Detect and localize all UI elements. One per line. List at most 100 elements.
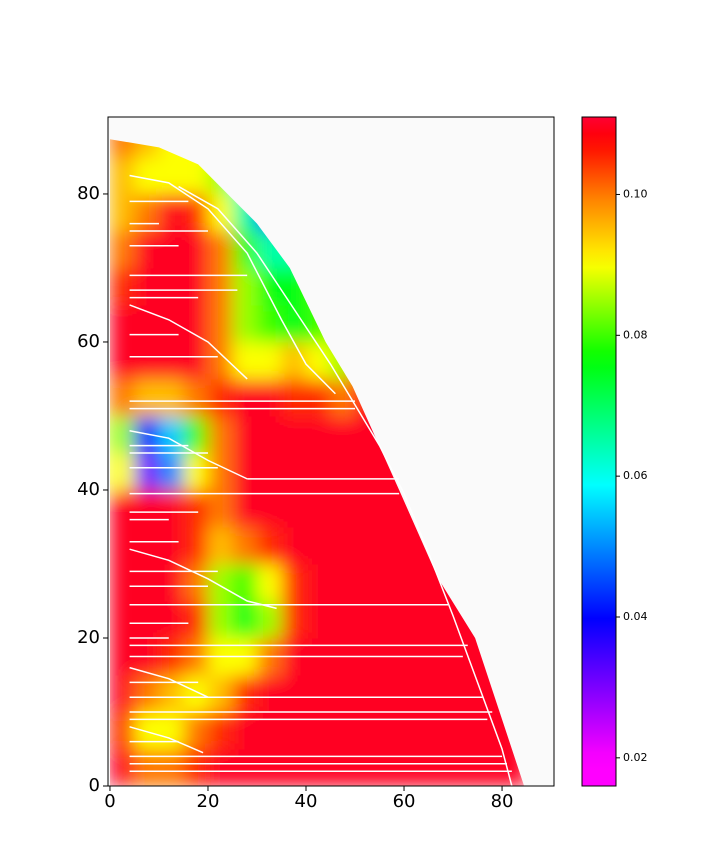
x-tick-label: 80 [491, 791, 514, 812]
heatmap-cell [207, 674, 233, 713]
heatmap-cell [207, 526, 233, 565]
heatmap-cell [256, 304, 282, 343]
x-tick-label: 0 [104, 791, 115, 812]
heatmap-cell [183, 230, 209, 269]
heatmap-cell [134, 674, 160, 713]
heatmap-cell [109, 267, 135, 306]
heatmap-cell [281, 600, 307, 639]
heatmap-cell [109, 304, 135, 343]
heatmap-cell [379, 600, 405, 639]
y-tick-label: 40 [77, 479, 100, 500]
heatmap-cell [232, 341, 258, 380]
heatmap-cell [330, 526, 356, 565]
heatmap-cell [207, 600, 233, 639]
heatmap-cell [134, 267, 160, 306]
colorbar-tick-label: 0.08 [623, 328, 648, 341]
heatmap-cell [453, 748, 479, 787]
heatmap-cell [134, 156, 160, 195]
heatmap-cell [256, 674, 282, 713]
heatmap-cell [207, 230, 233, 269]
heatmap-cell [256, 452, 282, 491]
streamline [178, 185, 513, 787]
heatmap-cell [158, 452, 184, 491]
x-tick-label: 60 [393, 791, 416, 812]
colorbar-tick-label: 0.06 [623, 469, 648, 482]
heatmap-cell [158, 674, 184, 713]
heatmap-cell [109, 452, 135, 491]
heatmap-cell [109, 378, 135, 417]
heatmap-cell [404, 748, 430, 787]
heatmap-cell [355, 600, 381, 639]
heatmap-cell [256, 341, 282, 380]
heatmap-cell [281, 341, 307, 380]
heatmap-cell [158, 415, 184, 454]
plot-frame [107, 116, 555, 787]
heatmap-cell [428, 711, 454, 750]
colorbar-tick-label: 0.02 [623, 751, 648, 764]
heatmap-cell [281, 489, 307, 528]
heatmap-cell [134, 452, 160, 491]
y-tick-label: 20 [77, 627, 100, 648]
heatmap-cell [355, 711, 381, 750]
heatmap-cell [232, 452, 258, 491]
heatmap-cell [183, 378, 209, 417]
heatmap-cell [158, 489, 184, 528]
heatmap-cell [453, 711, 479, 750]
heatmap-cell [404, 563, 430, 602]
colorbar [581, 116, 617, 787]
heatmap-cell [207, 489, 233, 528]
heatmap-cell [232, 748, 258, 787]
heatmap-cell [158, 304, 184, 343]
heatmap-cell [306, 452, 332, 491]
heatmap-cell [306, 600, 332, 639]
heatmap-cell [207, 452, 233, 491]
heatmap-cell [256, 563, 282, 602]
heatmap-cell [379, 748, 405, 787]
streamline [129, 174, 336, 395]
heatmap-cell [232, 563, 258, 602]
y-tick-label: 60 [77, 331, 100, 352]
heatmap-cell [330, 489, 356, 528]
heatmap-cell [207, 341, 233, 380]
heatmap-cell [404, 674, 430, 713]
heatmap-cell [134, 193, 160, 232]
heatmap-cell [355, 748, 381, 787]
heatmap-cell [183, 489, 209, 528]
heatmap-cell [183, 526, 209, 565]
heatmap-cell [355, 526, 381, 565]
heatmap-cell [281, 452, 307, 491]
axes: 0 20 40 60 80 0 20 40 60 80 0.02 0.04 0.06 0.08 0.10 [77, 183, 647, 812]
heatmap-cell [306, 748, 332, 787]
streamlines [129, 174, 513, 787]
heatmap-cell [183, 304, 209, 343]
heatmap-cell [306, 489, 332, 528]
heatmap-cell [109, 230, 135, 269]
heatmap-cell [158, 563, 184, 602]
heatmap-cell [109, 193, 135, 232]
heatmap-cell [281, 304, 307, 343]
heatmap-cell [232, 674, 258, 713]
heatmap-cell [256, 378, 282, 417]
heatmap-cell [207, 378, 233, 417]
colorbar-tick-label: 0.04 [623, 610, 648, 623]
heatmap-cell [134, 526, 160, 565]
heatmap-cell [453, 674, 479, 713]
heatmap-cell [158, 193, 184, 232]
heatmap-cell [232, 304, 258, 343]
heatmap-cell [306, 674, 332, 713]
heatmap-cell [232, 267, 258, 306]
heatmap-cell [281, 415, 307, 454]
heatmap-cell [158, 600, 184, 639]
heatmap-cell [232, 415, 258, 454]
colorbar-tick-label: 0.10 [623, 187, 648, 200]
heatmap-cell [281, 674, 307, 713]
heatmap-cell [158, 341, 184, 380]
heatmap-cell [183, 711, 209, 750]
x-tick-label: 40 [295, 791, 318, 812]
heatmap-cell [207, 748, 233, 787]
heatmap-cell [256, 748, 282, 787]
heatmap-cell [281, 526, 307, 565]
heatmap-cell [281, 711, 307, 750]
heatmap-cell [256, 267, 282, 306]
